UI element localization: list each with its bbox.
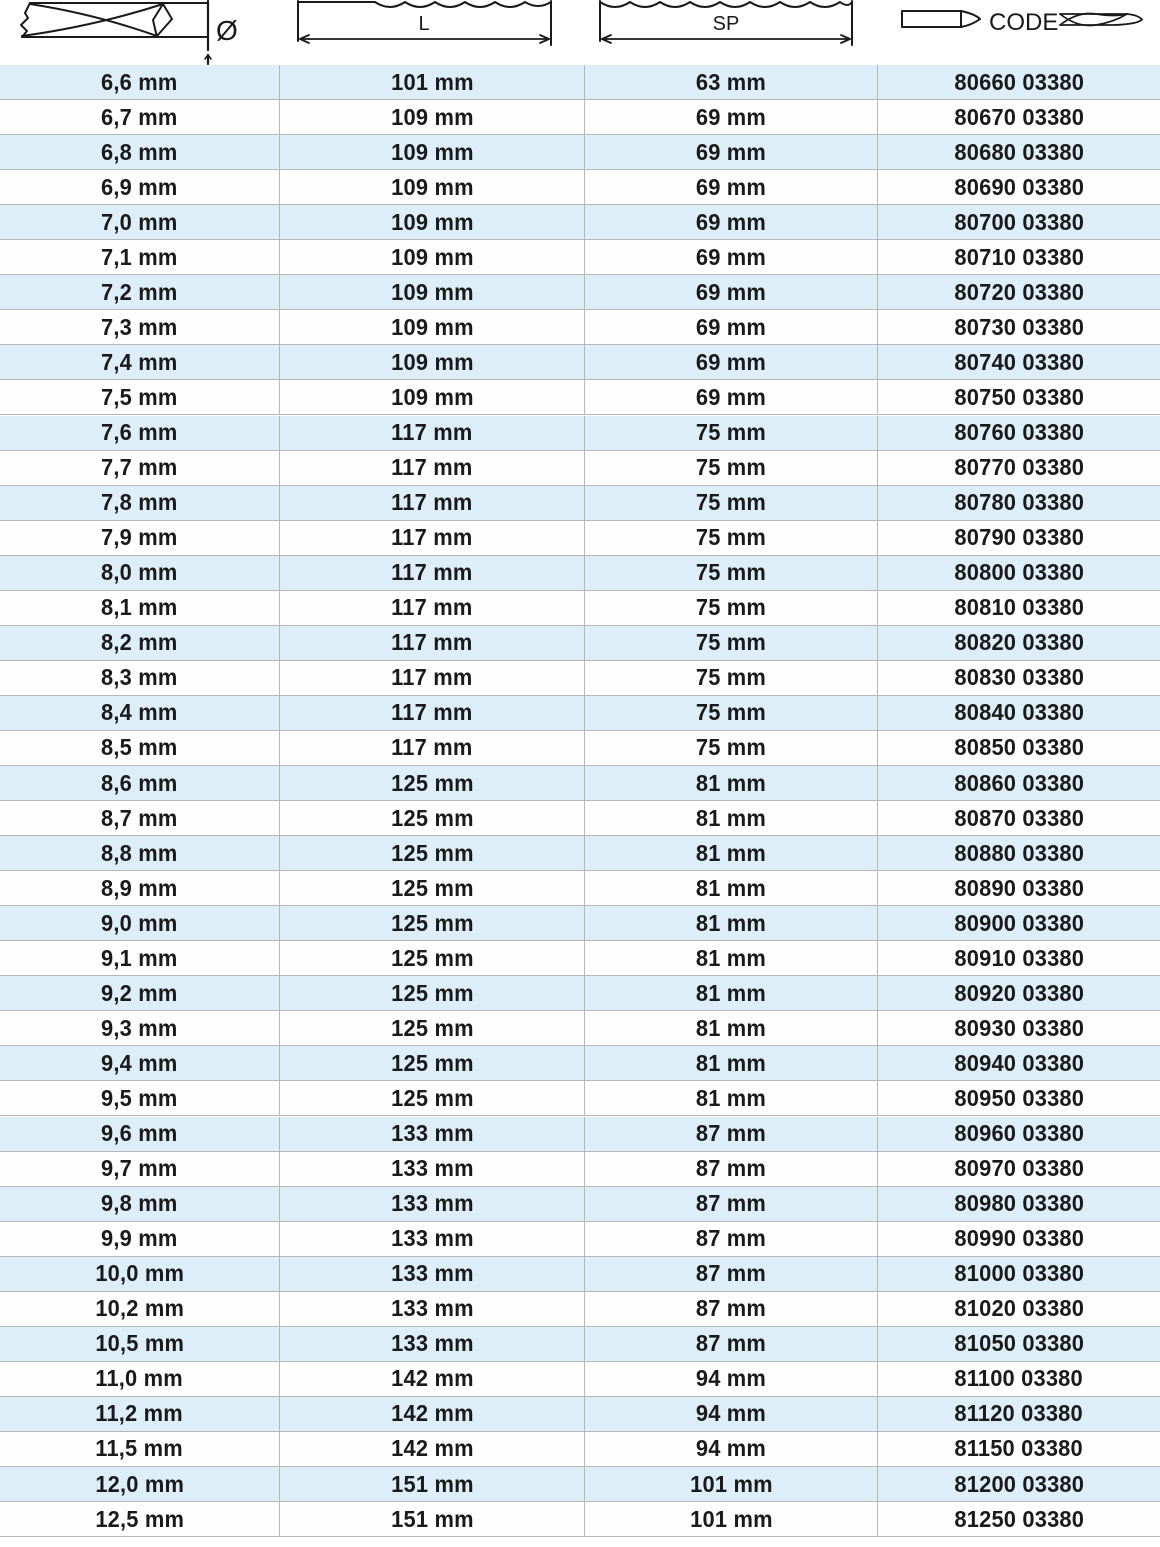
svg-text:CODE: CODE <box>989 9 1058 36</box>
svg-text:SP: SP <box>713 13 740 35</box>
svg-text:Ø: Ø <box>216 15 238 46</box>
svg-text:L: L <box>418 13 429 35</box>
